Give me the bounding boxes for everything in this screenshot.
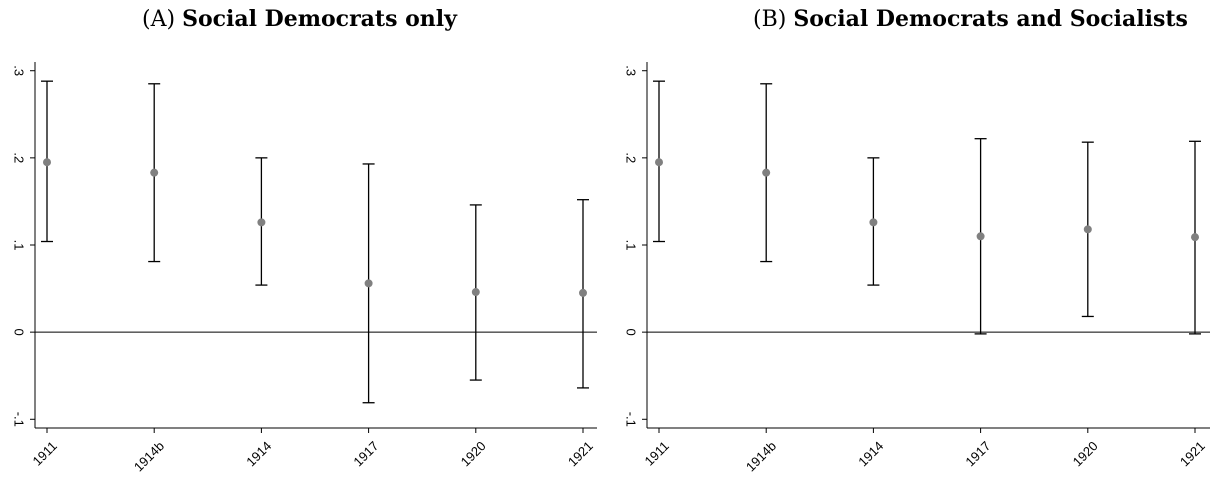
panel-a-x-tick-label: 1917 <box>350 438 381 469</box>
panel-b-y-tick-label: .3 <box>624 65 639 76</box>
panel-a-tag: (A) <box>142 7 176 32</box>
panel-a-y-tick-label: .3 <box>12 65 27 76</box>
panel-a-estimate-point <box>579 288 587 297</box>
panel-a-estimate-point <box>257 218 266 227</box>
panel-a-y-tick-label: 0 <box>12 329 27 336</box>
panel-b-y-tick-label: -.1 <box>624 412 639 427</box>
panel-b-x-tick-label: 1917 <box>962 438 993 469</box>
panel-a-title: (A) Social Democrats only <box>142 6 457 32</box>
panel-a-x-tick-label: 1920 <box>458 438 489 469</box>
panel-b-estimate-point <box>1083 225 1092 234</box>
panel-b-title: (B) Social Democrats and Socialists <box>753 6 1188 32</box>
panel-b-y-tick-label: .1 <box>624 240 639 251</box>
panel-a-estimate-point <box>364 279 373 288</box>
panel-a-x-tick-label: 1921 <box>565 438 596 469</box>
panel-b-x-tick-label: 1921 <box>1177 438 1208 469</box>
panel-b-x-tick-label: 1920 <box>1070 438 1101 469</box>
panel-a-y-tick-label: .2 <box>12 152 27 163</box>
panel-a-x-tick-label: 1914 <box>243 438 274 469</box>
panel-b-title-text: Social Democrats and Socialists <box>793 6 1188 32</box>
panel-a-y-tick-label: .1 <box>12 240 27 251</box>
panel-b-estimate-point <box>976 232 985 241</box>
panel-b-x-tick-label: 1911 <box>642 438 672 468</box>
panel-a-x-tick-label: 1914b <box>131 438 167 474</box>
panel-b-estimate-point <box>1191 233 1199 242</box>
panel-a-estimate-point <box>43 158 51 167</box>
panel-a-estimate-point <box>150 168 159 177</box>
panel-a-estimate-point <box>471 288 480 297</box>
panel-b-y-tick-label: .2 <box>624 152 639 163</box>
panel-b-estimate-point <box>869 218 878 227</box>
panel-a-y-tick-label: -.1 <box>12 412 27 427</box>
panel-b-y-tick-label: 0 <box>624 329 639 336</box>
panel-a-title-text: Social Democrats only <box>182 6 457 32</box>
panel-b-estimate-point <box>762 168 771 177</box>
panel-b-estimate-point <box>655 158 663 167</box>
panel-b-tag: (B) <box>753 7 787 32</box>
panel-b-x-tick-label: 1914 <box>855 438 886 469</box>
panel-b-x-tick-label: 1914b <box>743 438 779 474</box>
panel-a-x-tick-label: 1911 <box>30 438 60 468</box>
